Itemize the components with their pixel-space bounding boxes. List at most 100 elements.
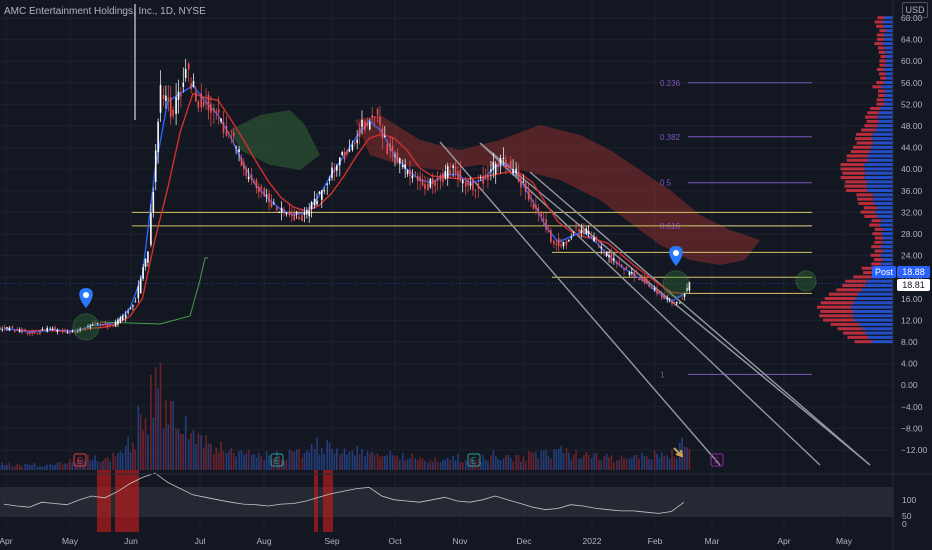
volume-bar [4,465,6,470]
volume-profile-bar [885,59,893,62]
volume-bar [533,453,535,470]
candle-body [427,184,429,191]
rsi-overbought-zone [97,470,111,532]
volume-bar [575,450,577,470]
y-tick-label: 4.00 [901,359,918,369]
candle-body [422,179,424,185]
candle-body [419,177,421,182]
volume-profile-bar [871,262,881,265]
candle-body [654,288,656,290]
arrow-icon [674,448,682,456]
volume-bar [493,450,495,470]
volume-bar [331,449,333,470]
currency-label[interactable]: USD [902,2,928,18]
candle-body [540,214,542,216]
candle-body [218,109,220,112]
candle-body [260,187,262,190]
volume-bar [611,455,613,470]
volume-bar [329,443,331,470]
volume-bar [407,459,409,470]
fib-label: 1 [660,370,665,379]
candle-body [497,164,499,167]
horizontal-levels[interactable] [0,212,893,293]
volume-profile-bar [838,327,863,330]
volume-profile-bar [879,29,885,32]
candle-body [505,160,507,168]
candle-body [304,212,306,215]
volume-bar [314,449,316,470]
candle-body [493,162,495,169]
candle-body [16,329,18,330]
volume-bar [606,454,608,470]
volume-profile-bar [817,306,851,309]
candle-body [243,163,245,170]
volume-profile-bar [846,189,867,192]
candle-body [72,331,74,332]
x-tick-label: Sep [324,536,339,546]
candle-body [9,328,11,331]
x-tick-label: 2022 [583,536,602,546]
volume-bar [530,452,532,470]
volume-profile-bar [864,206,877,209]
candle-body [69,332,71,333]
candle-body [382,128,384,137]
volume-profile-bar [886,64,893,67]
volume-bar [127,437,129,470]
volume-profile-bar [879,59,885,62]
candle-body [651,287,653,289]
volume-bar [44,466,46,470]
volume-profile-bar [874,202,893,205]
volume-bar [289,450,291,470]
volume-bar [107,458,109,470]
volume-profile-bar [883,241,893,244]
volume-bar [394,456,396,470]
volume-profile-bar [843,332,865,335]
volume-profile-bar [821,301,854,304]
candle-body [24,329,26,330]
volume-bar [319,455,321,470]
volume-profile-bar [872,232,881,235]
volume-bar [537,458,539,470]
volume-bar [266,451,268,470]
rsi-overbought-zone [323,470,333,532]
candle-body [575,228,577,229]
candle-body [59,330,61,331]
earnings-marker-label: E [471,457,476,466]
volume-bar [190,433,192,470]
volume-bar [669,459,671,470]
y-tick-label: 36.00 [901,186,923,196]
volume-profile-bar [865,284,893,287]
volume-bar [172,401,174,470]
volume-profile-bar [873,193,893,196]
volume-bar [200,435,202,470]
x-tick-label: Feb [648,536,663,546]
volume-profile-bar [864,163,893,166]
volume-bar [323,454,325,470]
candle-body [570,237,572,238]
volume-profile-bar [884,25,893,28]
x-tick-label: Oct [388,536,402,546]
volume-profile-bar [883,258,893,261]
volume-bar [409,459,411,470]
candle-body [135,301,137,302]
volume-bar [69,459,71,470]
candle-body [669,299,671,300]
volume-profile-bar [856,193,872,196]
candle-body [374,117,376,118]
candle-body [530,198,532,199]
volume-bar [515,455,517,470]
volume-profile-bar [825,297,856,300]
y-tick-label: 64.00 [901,35,923,45]
candle-body [371,115,373,118]
volume-profile-bar [878,94,885,97]
volume-profile-bar [880,224,893,227]
candle-body [258,187,260,192]
volume-profile-bar [886,55,893,58]
volume-bar [402,453,404,470]
candle-body [485,175,487,178]
location-pin-dot [673,250,679,256]
volume-bar [613,462,615,470]
y-tick-label: 48.00 [901,121,923,131]
candle-body [415,172,417,173]
